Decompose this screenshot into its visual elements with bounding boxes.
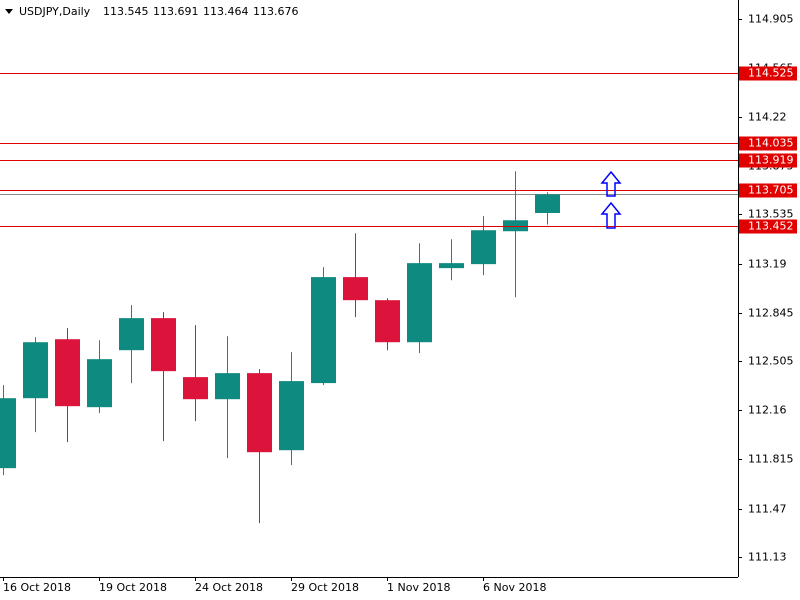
candle-body [471, 230, 496, 265]
candle-body [183, 377, 208, 400]
level-label: 114.035 [748, 137, 794, 150]
candle-body [119, 318, 144, 351]
header-low: 113.464 [203, 5, 249, 18]
candle-body [0, 398, 16, 469]
overlay: 114.525 114.035 113.919 113.705 113.452 [0, 66, 797, 234]
candle-body [311, 277, 336, 384]
x-tick-label: 6 Nov 2018 [483, 581, 546, 594]
y-tick-label: 112.845 [748, 307, 794, 320]
level-label: 113.705 [748, 184, 794, 197]
candle-body [279, 381, 304, 451]
y-tick-label: 114.905 [748, 13, 794, 26]
y-tick-label: 111.815 [748, 453, 794, 466]
y-tick-label: 111.47 [748, 503, 787, 516]
header-close: 113.676 [253, 5, 299, 18]
candle-body [247, 373, 272, 453]
level-label: 113.919 [748, 154, 794, 167]
x-tick-label: 24 Oct 2018 [195, 581, 263, 594]
header-open: 113.545 [103, 5, 149, 18]
level-label: 113.452 [748, 220, 794, 233]
level-label-box [739, 153, 797, 168]
candle-body [343, 277, 368, 301]
y-tick-label: 113.535 [748, 208, 794, 221]
candle-body [439, 263, 464, 269]
header-high: 113.691 [153, 5, 199, 18]
candle-body [215, 373, 240, 400]
level-label-box [739, 183, 797, 198]
level-label-box [739, 66, 797, 81]
arrow-up-object [600, 201, 622, 229]
y-tick-label: 113.19 [748, 258, 787, 271]
level-label: 114.525 [748, 67, 794, 80]
y-tick-label: 112.16 [748, 404, 787, 417]
candle-body [23, 342, 48, 399]
arrow-up-object [600, 170, 622, 197]
x-tick-label: 29 Oct 2018 [291, 581, 359, 594]
menu-triangle[interactable] [5, 9, 13, 14]
level-label-box [739, 219, 797, 234]
candle-body [151, 318, 176, 372]
x-tick-label: 19 Oct 2018 [99, 581, 167, 594]
x-tick-label: 1 Nov 2018 [387, 581, 450, 594]
y-tick-label: 114.22 [748, 111, 787, 124]
candle-body [87, 359, 112, 408]
y-tick-label: 111.13 [748, 551, 787, 564]
x-tick-label: 16 Oct 2018 [3, 581, 71, 594]
candle-body [55, 339, 80, 407]
y-tick-label: 112.505 [748, 355, 794, 368]
candle-body [407, 263, 432, 343]
candle-body [503, 220, 528, 232]
candle-body [535, 194, 560, 213]
candle-body [375, 300, 400, 343]
symbol-label: USDJPY,Daily [19, 5, 91, 18]
level-label-box [739, 136, 797, 151]
